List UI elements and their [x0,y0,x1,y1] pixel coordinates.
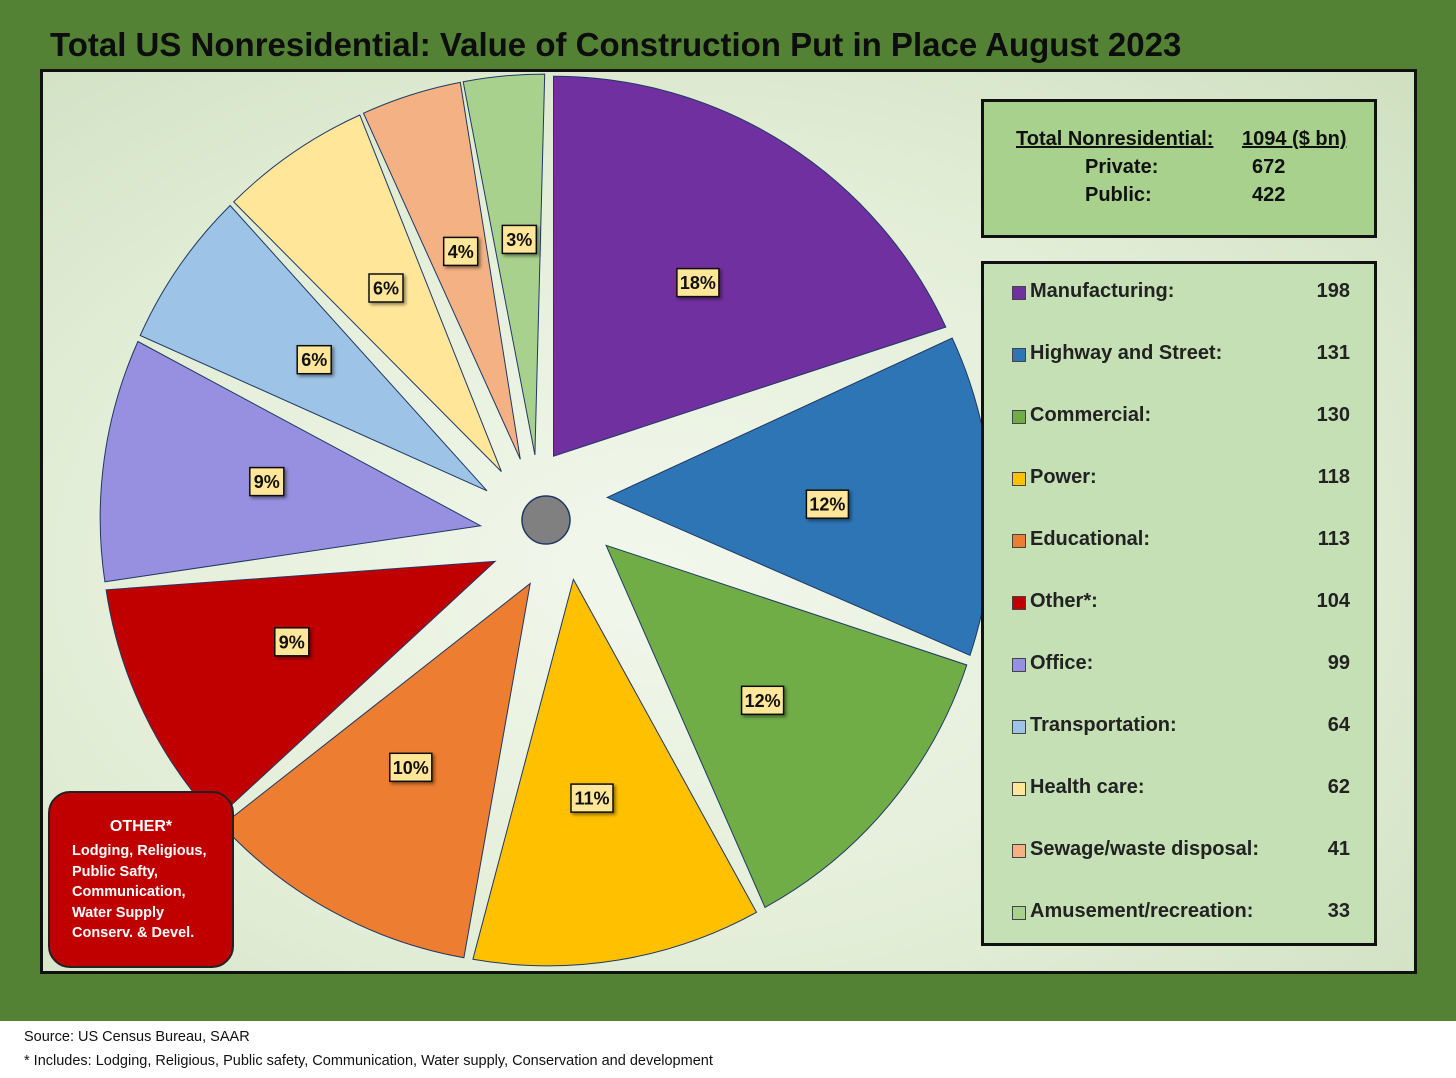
legend-label: Manufacturing: [1030,280,1175,302]
pie-chart: 18% 12% 12% 11% 10% 9% 9% 6% 6% 4% 3% [99,73,993,967]
pie-slice-sewage-waste-disposal [362,81,521,460]
other-note-line: Public Safty, [72,863,158,880]
legend-item-power: Power: 118 [984,464,1374,494]
svg-text:6%: 6% [373,279,399,299]
other-note-line: Lodging, Religious, [72,843,207,859]
totals-row-total: Total Nonresidential: 1094 ($ bn) [984,128,1374,154]
pie-center-hub [521,495,571,545]
legend-value: 41 [1327,838,1350,860]
other-note-lines: Lodging, Religious, Public Safty, Commun… [72,841,207,944]
legend-swatch [1012,596,1026,610]
footer: Source: US Census Bureau, SAAR * Include… [0,1021,1456,1078]
legend-label: Educational: [1030,528,1151,550]
legend-item-amusement-recreation: Amusement/recreation: 33 [984,898,1374,928]
other-note-title: OTHER* [109,818,173,835]
legend-swatch [1012,782,1026,796]
legend-item-transportation: Transportation: 64 [984,712,1374,742]
legend-item-highway-and-street: Highway and Street: 131 [984,340,1374,370]
svg-text:10%: 10% [393,758,429,778]
legend-value: 62 [1327,776,1350,798]
svg-text:3%: 3% [506,230,532,250]
data-label-manufacturing: 18% [676,267,720,298]
pie-slice-manufacturing [553,75,947,457]
data-label-health-care: 6% [368,273,404,303]
legend-swatch [1012,844,1026,858]
legend-swatch [1012,720,1026,734]
pie-slice-educational [221,582,531,959]
legend-label: Amusement/recreation: [1030,900,1254,922]
public-value: 422 [1252,184,1286,206]
totals-row-public: Public: 422 [984,184,1374,210]
data-label-highway-and-street: 12% [805,489,850,519]
legend-value: 104 [1316,590,1350,612]
svg-text:12%: 12% [745,691,781,711]
legend-label: Health care: [1030,776,1145,798]
footnote: * Includes: Lodging, Religious, Public s… [24,1053,713,1069]
data-label-other: 9% [274,627,310,657]
legend-value: 113 [1317,528,1350,550]
other-note-line: Communication, [72,884,186,900]
legend-value: 130 [1316,404,1350,426]
total-label: Total Nonresidential: [1016,128,1214,150]
private-label: Private: [1085,156,1159,178]
legend-item-manufacturing: Manufacturing: 198 [984,278,1374,308]
legend-swatch [1012,906,1026,920]
other-note-box: OTHER* Lodging, Religious, Public Safty,… [48,791,234,968]
pie-slice-amusement-recreation [462,73,546,456]
data-label-commercial: 12% [740,685,785,716]
legend-label: Other*: [1030,590,1098,612]
legend-label: Power: [1030,466,1097,488]
svg-text:11%: 11% [574,789,609,809]
legend-item-office: Office: 99 [984,650,1374,680]
legend-label: Commercial: [1030,404,1152,426]
svg-text:9%: 9% [279,632,305,652]
legend-item-other: Other*: 104 [984,588,1374,618]
legend-label: Office: [1030,652,1094,674]
data-label-power: 11% [570,783,614,813]
legend-value: 118 [1317,466,1350,488]
totals-row-private: Private: 672 [984,156,1374,182]
chart-title: Total US Nonresidential: Value of Constr… [50,26,1182,63]
legend-swatch [1012,534,1026,548]
legend-label: Sewage/waste disposal: [1030,838,1259,860]
legend-label: Transportation: [1030,714,1177,736]
legend-item-sewage-waste-disposal: Sewage/waste disposal: 41 [984,836,1374,866]
pie-slice-office [99,340,483,583]
legend-item-educational: Educational: 113 [984,526,1374,556]
svg-text:6%: 6% [301,350,327,370]
data-label-educational: 10% [389,752,433,783]
other-note-line: Conserv. & Devel. [72,925,195,941]
svg-text:4%: 4% [448,242,474,262]
legend-swatch [1012,348,1026,362]
legend-swatch [1012,286,1026,300]
data-label-sewage-waste-disposal: 4% [442,236,479,267]
legend-swatch [1012,472,1026,486]
svg-text:12%: 12% [809,495,845,515]
public-label: Public: [1085,184,1152,206]
total-value: 1094 ($ bn) [1242,128,1347,150]
legend: Manufacturing: 198 Highway and Street: 131 C… [981,261,1377,946]
legend-item-health-care: Health care: 62 [984,774,1374,804]
source-note: Source: US Census Bureau, SAAR [24,1029,250,1045]
svg-text:9%: 9% [254,472,280,492]
legend-value: 33 [1327,900,1350,922]
pie-slice-commercial [605,544,968,909]
data-label-office: 9% [249,466,285,497]
data-label-amusement-recreation: 3% [501,224,538,255]
totals-box: Total Nonresidential: 1094 ($ bn) Privat… [981,99,1377,238]
legend-swatch [1012,658,1026,672]
legend-swatch [1012,410,1026,424]
legend-value: 64 [1327,714,1350,736]
legend-value: 131 [1316,342,1350,364]
legend-label: Highway and Street: [1030,342,1223,364]
legend-item-commercial: Commercial: 130 [984,402,1374,432]
data-label-transportation: 6% [296,344,332,375]
private-value: 672 [1252,156,1286,178]
pie-slice-health-care [232,114,502,472]
legend-value: 198 [1316,280,1350,302]
legend-value: 99 [1327,652,1350,674]
svg-text:18%: 18% [680,273,716,293]
other-note-line: Water Supply [72,904,165,921]
pie-slice-power [472,578,758,967]
